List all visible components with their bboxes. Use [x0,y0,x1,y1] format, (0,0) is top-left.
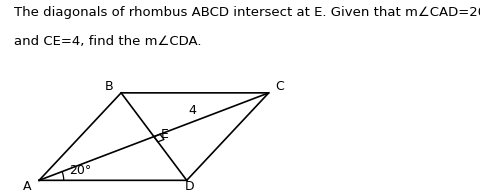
Text: The diagonals of rhombus ABCD intersect at E. Given that m∠CAD=20°: The diagonals of rhombus ABCD intersect … [14,6,480,19]
Text: B: B [105,80,113,93]
Text: 4: 4 [188,104,196,117]
Text: and CE=4, find the m∠CDA.: and CE=4, find the m∠CDA. [14,35,202,48]
Text: A: A [23,180,31,193]
Text: D: D [184,180,194,193]
Text: C: C [275,80,284,93]
Text: 20°: 20° [69,164,91,177]
Text: E: E [161,128,168,141]
